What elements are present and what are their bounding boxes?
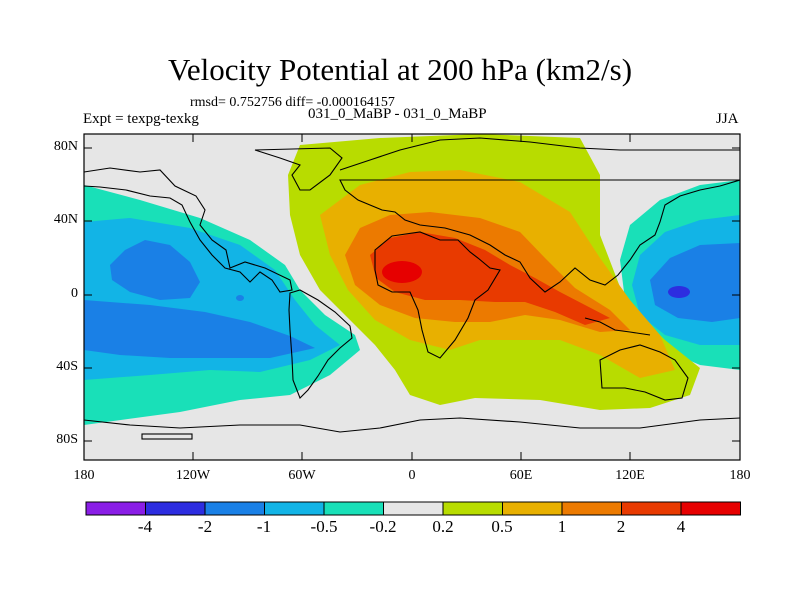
colorbar-label: -2 bbox=[197, 517, 213, 536]
contour-field bbox=[84, 134, 740, 425]
lon-label-60e: 60E bbox=[509, 468, 533, 483]
coast-antarctic-shelf bbox=[141, 433, 193, 440]
coast-australia bbox=[599, 344, 689, 401]
lat-label-eq: 0 bbox=[71, 286, 78, 301]
lat-label-80s: 80S bbox=[56, 432, 78, 447]
contour-neg1-east bbox=[650, 243, 740, 322]
colorbar-box-2 bbox=[145, 501, 206, 516]
colorbar-label: -0.2 bbox=[369, 517, 397, 536]
stats-line: rmsd= 0.752756 diff= -0.000164157 bbox=[190, 95, 395, 110]
lon-label-0: 0 bbox=[408, 468, 416, 483]
contour-neg1-small bbox=[236, 295, 244, 301]
colorbar-label: -0.5 bbox=[310, 517, 338, 536]
figure-title: Velocity Potential at 200 hPa (km2/s) bbox=[167, 52, 633, 87]
lon-label-60w: 60W bbox=[288, 468, 316, 483]
colorbar-box-8 bbox=[502, 501, 563, 516]
lon-label-120w: 120W bbox=[175, 468, 211, 483]
lon-label-120e: 120E bbox=[615, 468, 645, 483]
lat-label-80n: 80N bbox=[53, 139, 78, 154]
contour-neg1-west bbox=[84, 300, 315, 358]
colorbar-label: 4 bbox=[676, 517, 686, 536]
colorbar-label: -4 bbox=[137, 517, 153, 536]
colorbar-box-5 bbox=[323, 501, 384, 516]
colorbar-label: 0.2 bbox=[432, 517, 454, 536]
contour-pos4-core bbox=[382, 261, 422, 283]
lat-label-40s: 40S bbox=[56, 359, 78, 374]
coast-greenland bbox=[254, 147, 343, 191]
axis-ticks bbox=[84, 134, 740, 460]
colorbar-label: 1 bbox=[557, 517, 567, 536]
contour-neg1-west-upper bbox=[110, 240, 200, 300]
coast-antarctica bbox=[84, 417, 740, 433]
experiment-label: Expt = texpg-texkg bbox=[83, 111, 199, 127]
colorbar-box-10 bbox=[621, 501, 682, 516]
colorbar-box-1 bbox=[85, 501, 146, 516]
colorbar-label: 0.5 bbox=[491, 517, 513, 536]
colorbar-label: -1 bbox=[256, 517, 272, 536]
colorbar-box-11 bbox=[680, 501, 741, 516]
coast-south-america bbox=[288, 289, 353, 399]
coast-europe-asia bbox=[339, 137, 740, 293]
coastlines bbox=[84, 137, 740, 440]
coast-africa bbox=[374, 231, 501, 359]
season-label: JJA bbox=[716, 111, 739, 127]
contour-pos2 bbox=[370, 232, 610, 325]
contour-neg2-core bbox=[668, 286, 690, 298]
coast-north-america bbox=[84, 167, 293, 293]
colorbar-box-7 bbox=[442, 501, 503, 516]
lon-label-180w: 180 bbox=[73, 468, 95, 483]
colorbar-box-4 bbox=[264, 501, 325, 516]
coast-indonesia bbox=[584, 317, 651, 336]
colorbar-box-6 bbox=[383, 501, 444, 516]
colorbar-label: 2 bbox=[616, 517, 626, 536]
colorbar-box-9 bbox=[561, 501, 622, 516]
colorbar bbox=[85, 501, 741, 516]
case-label: 031_0_MaBP - 031_0_MaBP bbox=[308, 106, 487, 122]
lon-label-180e: 180 bbox=[729, 468, 751, 483]
lat-label-40n: 40N bbox=[53, 212, 78, 227]
colorbar-box-3 bbox=[204, 501, 265, 516]
